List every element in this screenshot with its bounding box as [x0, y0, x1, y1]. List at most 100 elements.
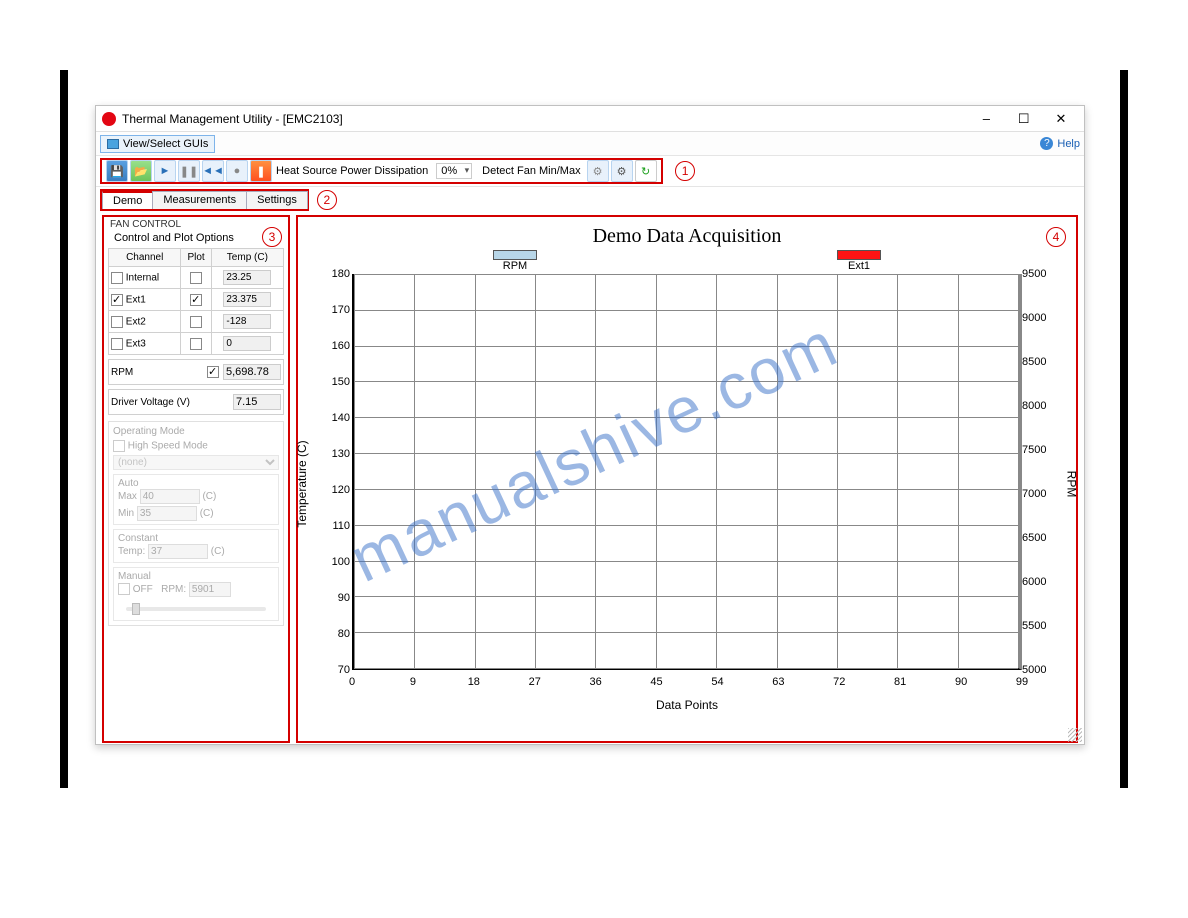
- callout-3: 3: [262, 227, 282, 247]
- driver-voltage-label: Driver Voltage (V): [111, 397, 229, 408]
- y2-tick: 6000: [1022, 576, 1052, 588]
- y2-tick: 7500: [1022, 444, 1052, 456]
- driver-voltage-row: Driver Voltage (V) 7.15: [108, 389, 284, 415]
- pause-button[interactable]: ❚❚: [178, 160, 200, 182]
- play-button[interactable]: ►: [154, 160, 176, 182]
- auto-group: Auto Max (C) Min (C): [113, 474, 279, 525]
- app-logo-icon: [102, 112, 116, 126]
- y-tick: 150: [328, 376, 350, 388]
- help-button[interactable]: ? Help: [1040, 137, 1080, 150]
- tab-settings[interactable]: Settings: [246, 191, 308, 209]
- x-tick: 36: [590, 676, 602, 688]
- app-window: Thermal Management Utility - [EMC2103] –…: [95, 105, 1085, 745]
- channel-checkbox[interactable]: [111, 338, 123, 350]
- plot-checkbox[interactable]: [190, 294, 202, 306]
- y-tick: 80: [328, 628, 350, 640]
- operating-mode-title: Operating Mode: [113, 426, 279, 437]
- channel-checkbox[interactable]: [111, 316, 123, 328]
- view-select-guis-button[interactable]: View/Select GUIs: [100, 135, 215, 153]
- manual-off-checkbox: [118, 583, 130, 595]
- y-tick: 120: [328, 484, 350, 496]
- y-tick: 130: [328, 448, 350, 460]
- plot-area: Temperature (C) RPM 18017016015014013012…: [308, 274, 1066, 694]
- settings-gear-button[interactable]: ⚙: [611, 160, 633, 182]
- tab-demo[interactable]: Demo: [102, 191, 153, 209]
- plot-grid: [352, 274, 1022, 670]
- col-channel: Channel: [109, 249, 181, 267]
- resize-grip-icon[interactable]: [1068, 728, 1082, 742]
- legend-ext1: Ext1: [837, 250, 881, 272]
- rpm-plot-checkbox[interactable]: [207, 366, 219, 378]
- channel-table: Channel Plot Temp (C) Internal 23.25 Ext…: [108, 248, 284, 355]
- y-tick: 140: [328, 412, 350, 424]
- record-button[interactable]: ●: [226, 160, 248, 182]
- control-plot-options-label: Control and Plot Options: [108, 230, 284, 248]
- maximize-button[interactable]: ☐: [1007, 111, 1041, 127]
- open-button[interactable]: 📂: [130, 160, 152, 182]
- minimize-button[interactable]: –: [969, 111, 1003, 126]
- driver-voltage-value: 7.15: [233, 394, 281, 410]
- menubar: View/Select GUIs ? Help: [96, 132, 1084, 156]
- y-tick: 110: [328, 520, 350, 532]
- x-tick: 81: [894, 676, 906, 688]
- temp-value: 0: [223, 336, 271, 351]
- rpm-value: 5,698.78: [223, 364, 281, 380]
- x-tick: 18: [468, 676, 480, 688]
- heat-icon-button[interactable]: ❚: [250, 160, 272, 182]
- rpm-swatch: [493, 250, 537, 260]
- x-tick: 63: [772, 676, 784, 688]
- channel-checkbox[interactable]: [111, 294, 123, 306]
- titlebar: Thermal Management Utility - [EMC2103] –…: [96, 106, 1084, 132]
- content-area: FAN CONTROL Control and Plot Options 3 C…: [96, 211, 1084, 747]
- manual-group: Manual OFF RPM:: [113, 567, 279, 621]
- detect-gear-button[interactable]: ⚙: [587, 160, 609, 182]
- auto-min-input: [137, 506, 197, 521]
- y2-tick: 9000: [1022, 312, 1052, 324]
- frame-bar-left: [60, 70, 68, 788]
- toolbar-wrap: 💾 📂 ► ❚❚ ◄◄ ● ❚ Heat Source Power Dissip…: [96, 156, 1084, 187]
- y-tick: 90: [328, 592, 350, 604]
- y-axis-label: Temperature (C): [295, 440, 309, 527]
- help-label: Help: [1057, 138, 1080, 150]
- y2-tick: 8500: [1022, 356, 1052, 368]
- x-tick: 45: [650, 676, 662, 688]
- table-row: Ext2 -128: [109, 311, 284, 333]
- fan-control-title: FAN CONTROL: [108, 219, 284, 230]
- close-button[interactable]: ✕: [1044, 111, 1078, 127]
- operating-mode-group: Operating Mode High Speed Mode (none) Au…: [108, 421, 284, 626]
- table-row: Internal 23.25: [109, 267, 284, 289]
- tabs-highlight: Demo Measurements Settings: [100, 189, 309, 211]
- plot-checkbox[interactable]: [190, 272, 202, 284]
- x-tick: 54: [711, 676, 723, 688]
- col-temp: Temp (C): [211, 249, 283, 267]
- table-row: Ext1 23.375: [109, 289, 284, 311]
- callout-1: 1: [675, 161, 695, 181]
- x-tick: 9: [410, 676, 416, 688]
- y-tick: 70: [328, 664, 350, 676]
- view-select-label: View/Select GUIs: [123, 138, 208, 150]
- rpm-label: RPM: [111, 367, 203, 378]
- save-button[interactable]: 💾: [106, 160, 128, 182]
- callout-2: 2: [317, 190, 337, 210]
- x-tick: 99: [1016, 676, 1028, 688]
- window-icon: [107, 139, 119, 149]
- y-tick: 100: [328, 556, 350, 568]
- fan-control-panel: FAN CONTROL Control and Plot Options 3 C…: [102, 215, 290, 743]
- rewind-button[interactable]: ◄◄: [202, 160, 224, 182]
- manual-rpm-slider: [126, 607, 266, 611]
- power-percent-dropdown[interactable]: 0%: [436, 163, 472, 179]
- tabs-row: Demo Measurements Settings 2: [96, 187, 1084, 211]
- y2-tick: 5500: [1022, 620, 1052, 632]
- plot-checkbox[interactable]: [190, 316, 202, 328]
- tab-measurements[interactable]: Measurements: [152, 191, 247, 209]
- y-tick: 180: [328, 268, 350, 280]
- frame-bar-right: [1120, 70, 1128, 788]
- x-axis-label: Data Points: [308, 698, 1066, 712]
- refresh-button[interactable]: ↻: [635, 160, 657, 182]
- chart-title: Demo Data Acquisition: [308, 225, 1066, 248]
- y-tick: 160: [328, 340, 350, 352]
- help-icon: ?: [1040, 137, 1053, 150]
- high-speed-checkbox: [113, 440, 125, 452]
- plot-checkbox[interactable]: [190, 338, 202, 350]
- channel-checkbox[interactable]: [111, 272, 123, 284]
